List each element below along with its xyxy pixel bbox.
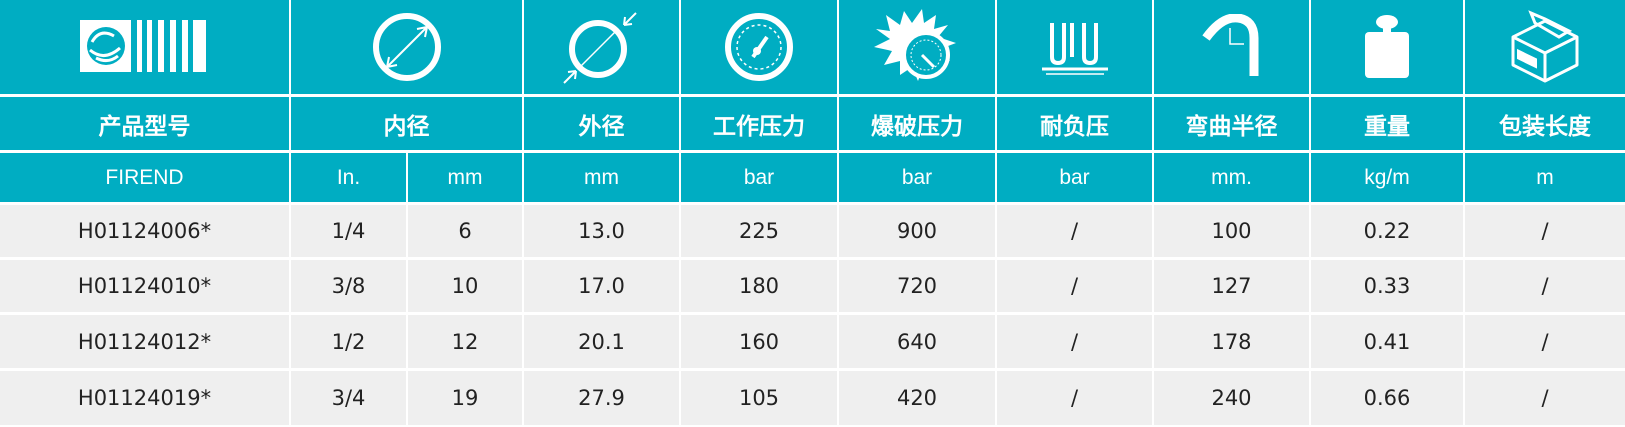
table-cell: 1/4 [291,205,406,257]
unit-label: FIREND [0,153,289,202]
table-cell: 900 [839,205,995,257]
table-cell: 127 [1154,260,1309,312]
table-cell: 3/8 [291,260,406,312]
column-header: 重量 [1311,97,1463,150]
burst-pressure-icon [839,0,995,94]
table-cell: 19 [408,371,522,425]
table-cell: 6 [408,205,522,257]
column-header: 内径 [291,97,522,150]
column-header: 爆破压力 [839,97,995,150]
table-cell: 178 [1154,315,1309,368]
table-cell: 100 [1154,205,1309,257]
column-header: 弯曲半径 [1154,97,1309,150]
table-cell: 225 [681,205,837,257]
unit-label: mm [408,153,522,202]
unit-label: In. [291,153,406,202]
table-cell: / [1465,371,1625,425]
outer-diameter-icon [524,0,679,94]
table-cell: 10 [408,260,522,312]
table-cell: 240 [1154,371,1309,425]
table-cell: 13.0 [524,205,679,257]
table-cell: 0.22 [1311,205,1463,257]
unit-label: bar [997,153,1152,202]
table-cell: 180 [681,260,837,312]
table-cell: 3/4 [291,371,406,425]
table-cell: 17.0 [524,260,679,312]
table-cell: / [997,371,1152,425]
brand-logo-icon [0,0,289,94]
table-cell: / [997,205,1152,257]
unit-label: m [1465,153,1625,202]
table-cell: 1/2 [291,315,406,368]
table-cell: 720 [839,260,995,312]
unit-label: mm. [1154,153,1309,202]
table-cell: H01124010* [0,260,289,312]
column-header: 包装长度 [1465,97,1625,150]
table-cell: 27.9 [524,371,679,425]
table-cell: 105 [681,371,837,425]
table-cell: 420 [839,371,995,425]
pressure-gauge-icon [681,0,837,94]
table-cell: 12 [408,315,522,368]
unit-label: kg/m [1311,153,1463,202]
column-header: 耐负压 [997,97,1152,150]
table-cell: 0.66 [1311,371,1463,425]
table-cell: H01124019* [0,371,289,425]
package-box-icon [1465,0,1625,94]
table-cell: 20.1 [524,315,679,368]
table-cell: H01124006* [0,205,289,257]
table-cell: / [1465,315,1625,368]
unit-label: mm [524,153,679,202]
table-cell: / [997,260,1152,312]
unit-label: bar [839,153,995,202]
vacuum-icon [997,0,1152,94]
weight-icon [1311,0,1463,94]
inner-diameter-icon [291,0,522,94]
table-cell: / [997,315,1152,368]
column-header: 工作压力 [681,97,837,150]
bend-radius-icon [1154,0,1309,94]
table-cell: H01124012* [0,315,289,368]
table-cell: / [1465,205,1625,257]
unit-label: bar [681,153,837,202]
table-cell: 0.33 [1311,260,1463,312]
column-header: 产品型号 [0,97,289,150]
table-cell: 640 [839,315,995,368]
table-cell: 0.41 [1311,315,1463,368]
table-cell: 160 [681,315,837,368]
column-header: 外径 [524,97,679,150]
table-cell: / [1465,260,1625,312]
